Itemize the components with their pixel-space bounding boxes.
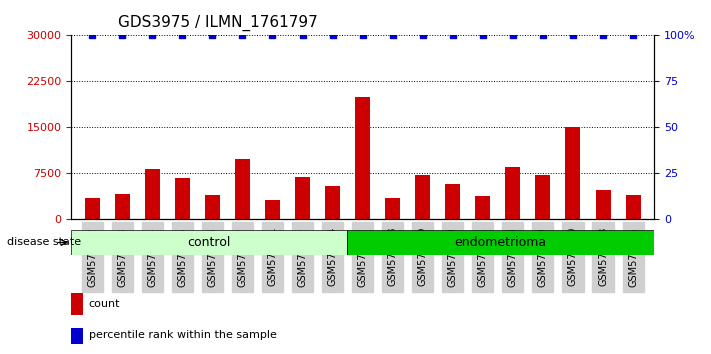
Bar: [565, 127, 580, 219]
Point: [538, 33, 549, 38]
Point: [477, 33, 488, 38]
Bar: [506, 167, 520, 219]
Point: [417, 33, 429, 38]
Point: [296, 33, 308, 38]
Text: control: control: [188, 236, 231, 249]
Text: disease state: disease state: [7, 238, 81, 247]
Bar: [385, 198, 400, 219]
Text: endometrioma: endometrioma: [454, 236, 547, 249]
Point: [207, 33, 218, 38]
Point: [627, 33, 638, 38]
Bar: [476, 196, 491, 219]
Bar: [71, 328, 82, 344]
Text: count: count: [89, 298, 120, 309]
FancyBboxPatch shape: [347, 230, 654, 255]
Point: [87, 33, 98, 38]
Bar: [355, 97, 370, 219]
Point: [327, 33, 338, 38]
Bar: [235, 159, 250, 219]
Point: [117, 33, 128, 38]
Bar: [626, 195, 641, 219]
Point: [267, 33, 278, 38]
Bar: [295, 177, 310, 219]
Bar: [325, 186, 340, 219]
Point: [597, 33, 609, 38]
Bar: [114, 194, 129, 219]
Bar: [85, 198, 100, 219]
Bar: [415, 175, 430, 219]
Bar: [205, 195, 220, 219]
Bar: [71, 293, 82, 315]
Bar: [445, 184, 460, 219]
Point: [176, 33, 188, 38]
Point: [507, 33, 518, 38]
Point: [237, 33, 248, 38]
Point: [567, 33, 579, 38]
Point: [447, 33, 459, 38]
Point: [357, 33, 368, 38]
Bar: [145, 169, 160, 219]
Point: [387, 33, 398, 38]
Text: GDS3975 / ILMN_1761797: GDS3975 / ILMN_1761797: [118, 15, 318, 31]
Bar: [265, 200, 280, 219]
FancyBboxPatch shape: [71, 230, 347, 255]
Bar: [175, 178, 190, 219]
Point: [146, 33, 158, 38]
Bar: [535, 175, 550, 219]
Text: percentile rank within the sample: percentile rank within the sample: [89, 330, 277, 341]
Bar: [596, 190, 611, 219]
